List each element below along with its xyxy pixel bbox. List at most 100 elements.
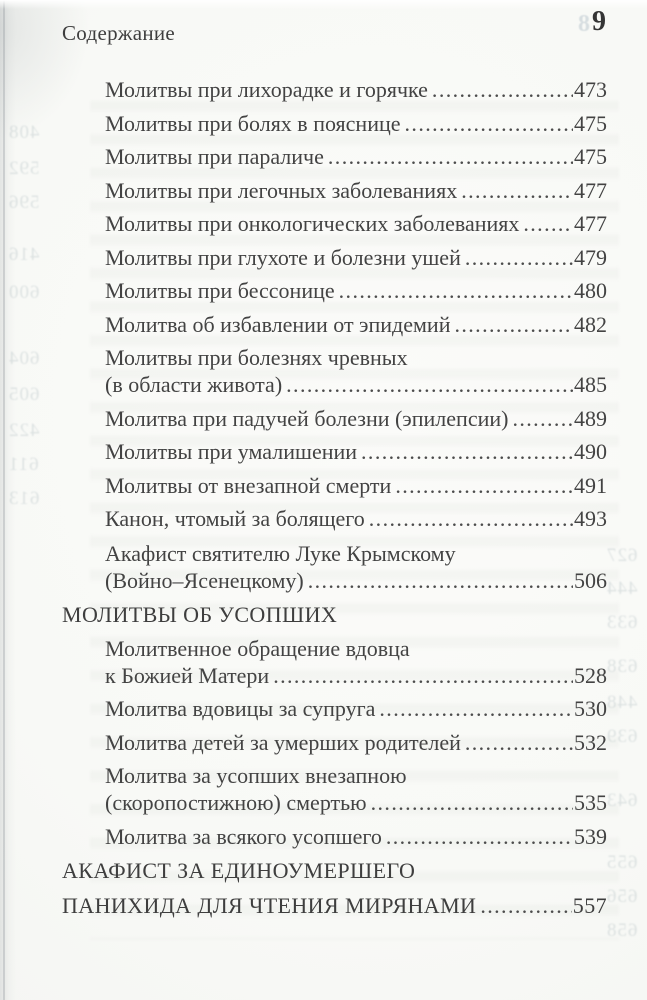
- toc-entry-title: Молитва при падучей болезни (эпилепсии): [105, 405, 509, 431]
- toc-entry-title: Молитвы при легочных заболеваниях: [105, 177, 458, 203]
- page-edge-shadow: [0, 0, 16, 1000]
- toc-section-heading: АКАФИСТ ЗА ЕДИНОУМЕРШЕГО: [62, 857, 607, 884]
- toc-entry: Акафист святителю Луке Крымскому (Войно–Я…: [62, 540, 607, 594]
- toc-entry: Молитвы при бессонице 480: [62, 277, 607, 304]
- toc-entry-title: Молитвы при болях в пояснице: [105, 110, 401, 136]
- toc-entry: Канон, чтомый за болящего 493: [62, 505, 607, 532]
- dot-leader: [432, 76, 573, 103]
- bleed-through-text: 627: [605, 545, 638, 566]
- toc-entry-title: Молитва вдовицы за супруга: [105, 696, 376, 721]
- toc-page-number: 506: [574, 567, 607, 593]
- dot-leader: [480, 892, 571, 919]
- bleed-through-text: 416: [8, 244, 40, 265]
- toc-page-number: 480: [574, 278, 607, 303]
- toc-page-number: 491: [574, 472, 607, 498]
- page-edge-line: [3, 0, 5, 1000]
- toc-entry: Молитвы при онкологических заболеваниях 4…: [62, 210, 607, 237]
- dot-leader: [286, 371, 573, 398]
- bleed-through-text: 604: [8, 348, 40, 369]
- bleed-through-text: 611: [8, 454, 39, 475]
- toc-entry-title: (Войно–Ясенецкому): [105, 567, 304, 593]
- toc-entry-title: Молитвы при онкологических заболеваниях: [105, 211, 520, 236]
- dot-leader: [371, 789, 573, 816]
- dot-leader: [308, 567, 573, 594]
- table-of-contents: Молитвы при лихорадке и горячке473Молитв…: [62, 76, 607, 925]
- toc-entry-title: Молитвы при бессонице: [105, 278, 335, 303]
- toc-page-number: 557: [572, 892, 607, 918]
- toc-entry-title: Молитвы при умалишении: [105, 439, 358, 464]
- toc-entry: Молитва при падучей болезни (эпилепсии) 4…: [62, 405, 607, 432]
- toc-entry: Молитвы при умалишении 490: [62, 438, 607, 465]
- toc-entry-title: Молитва детей за умерших родителей: [105, 729, 461, 755]
- bleed-through-text: 596: [8, 192, 40, 213]
- dot-leader: [465, 729, 573, 756]
- bleed-through-text: 422: [8, 420, 40, 441]
- toc-entry-title: Акафист святителю Луке Крымскому: [105, 540, 456, 566]
- toc-entry: Молитвы при легочных заболеваниях 477: [62, 177, 607, 204]
- bleed-through-text: 613: [8, 488, 40, 509]
- dot-leader: [369, 505, 573, 532]
- toc-page-number: 477: [574, 211, 607, 236]
- bleed-through-text: 658: [605, 920, 638, 941]
- contents-title: Содержание: [62, 21, 176, 45]
- toc-entry-title: Молитвы от внезапной смерти: [105, 472, 392, 498]
- toc-page-number: 535: [574, 790, 607, 815]
- toc-entry-title: Молитва за усопших внезапною: [105, 763, 407, 788]
- ghost-page-number: 8: [578, 11, 590, 37]
- dot-leader: [465, 244, 573, 271]
- dot-leader: [461, 177, 573, 204]
- toc-entry-title: Молитвы при глухоте и болезни ушей: [105, 244, 461, 270]
- bleed-through-text: 656: [605, 886, 638, 907]
- bleed-through-text: 633: [605, 612, 638, 633]
- page-number: 9: [592, 6, 606, 37]
- bleed-through-text: 448: [605, 692, 638, 713]
- dot-leader: [328, 143, 573, 170]
- toc-page-number: 539: [574, 823, 607, 849]
- toc-entry-title: Канон, чтомый за болящего: [105, 506, 365, 531]
- toc-entry-title: Молитва об избавлении от эпидемий: [105, 311, 451, 337]
- toc-entry: Молитвы от внезапной смерти 491: [62, 472, 607, 499]
- toc-entry-title: (в области живота): [105, 372, 283, 397]
- dot-leader: [361, 438, 573, 465]
- bleed-through-text: 600: [8, 282, 40, 303]
- toc-entry-title: к Божией Матери: [105, 662, 270, 688]
- bleed-through-text: 638: [605, 656, 638, 677]
- toc-section-heading: МОЛИТВЫ ОБ УСОПШИХ: [62, 601, 607, 628]
- toc-entry: Молитвы при лихорадке и горячке 473: [62, 76, 607, 103]
- page-top-highlight: [0, 0, 647, 9]
- toc-entry-title: (скоропостижною) смертью: [105, 790, 367, 815]
- bleed-through-text: 605: [8, 384, 40, 405]
- toc-entry-title: МОЛИТВЫ ОБ УСОПШИХ: [62, 602, 338, 627]
- toc-page-number: 475: [574, 110, 607, 136]
- toc-page-number: 475: [574, 144, 607, 169]
- toc-page-number: 489: [574, 405, 607, 431]
- dot-leader: [395, 472, 573, 499]
- toc-page-number: 482: [574, 311, 607, 337]
- toc-entry: Молитвенное обращение вдовца к Божией Мат…: [62, 635, 607, 689]
- toc-page-number: 528: [574, 662, 607, 688]
- dot-leader: [386, 823, 573, 850]
- toc-page-number: 490: [574, 439, 607, 464]
- toc-entry-title: Молитвенное обращение вдовца: [105, 635, 410, 661]
- bleed-through-text: 444: [605, 578, 638, 599]
- toc-entry-title: АКАФИСТ ЗА ЕДИНОУМЕРШЕГО: [62, 858, 416, 883]
- bleed-through-text: 655: [605, 852, 638, 873]
- toc-entry-title: Молитвы при лихорадке и горячке: [105, 77, 428, 102]
- toc-entry-title: ПАНИХИДА ДЛЯ ЧТЕНИЯ МИРЯНАМИ: [62, 892, 477, 918]
- dot-leader: [405, 110, 573, 137]
- toc-entry: Молитвы при болях в пояснице 475: [62, 110, 607, 137]
- bleed-through-text: 639: [605, 726, 638, 747]
- toc-entry: Молитвы при болезнях чревных (в области ж…: [62, 344, 607, 398]
- toc-page-number: 493: [574, 506, 607, 531]
- toc-page-number: 477: [574, 177, 607, 203]
- toc-page-number: 485: [574, 372, 607, 397]
- dot-leader: [523, 210, 573, 237]
- dot-leader: [454, 311, 573, 338]
- toc-entry: Молитвы при глухоте и болезни ушей 479: [62, 244, 607, 271]
- toc-entry-title: Молитвы при болезнях чревных: [105, 345, 408, 370]
- toc-entry: Молитва детей за умерших родителей 532: [62, 729, 607, 756]
- bleed-through-text: 643: [605, 790, 638, 811]
- toc-entry: Молитвы при параличе 475: [62, 143, 607, 170]
- toc-entry: Молитва за всякого усопшего 539: [62, 823, 607, 850]
